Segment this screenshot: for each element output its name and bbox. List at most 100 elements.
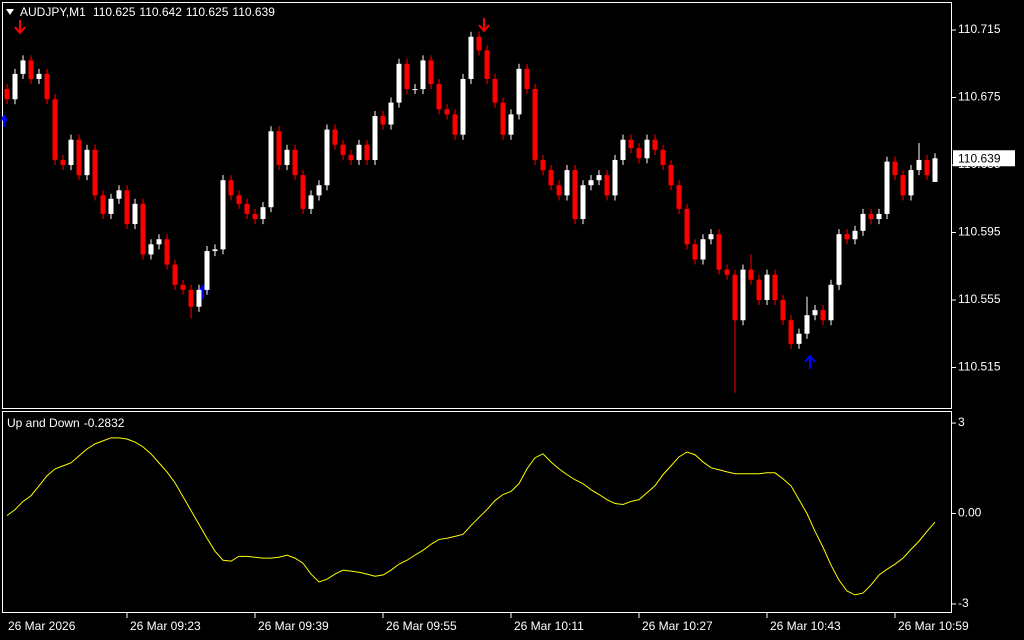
candle-body: [684, 208, 690, 245]
candle-body: [444, 109, 450, 115]
collapse-icon[interactable]: [6, 9, 14, 15]
x-tick-label: 26 Mar 09:23: [130, 619, 201, 633]
candle-body: [100, 195, 106, 214]
candle-body: [340, 144, 346, 155]
candle-body: [804, 315, 810, 334]
candle-body: [404, 63, 410, 90]
candle-body: [764, 274, 770, 300]
current-price-label: 110.639: [958, 151, 1001, 165]
y-tick-label: 110.715: [958, 22, 1001, 36]
price-pane: [2, 2, 952, 409]
candle-body: [836, 234, 842, 285]
signal-arrows: [0, 18, 816, 369]
y-tick-label: 0.00: [958, 506, 982, 520]
y-tick-label: 110.555: [958, 292, 1001, 306]
candle-body: [908, 170, 914, 196]
y-tick-label: 110.515: [958, 360, 1001, 374]
candle-body: [564, 170, 570, 196]
low: 110.625: [186, 5, 229, 19]
chart-title: AUDJPY,M1 110.625 110.642 110.625 110.639: [20, 5, 275, 19]
candle-body: [540, 159, 546, 171]
x-tick-label: 26 Mar 09:39: [258, 619, 329, 633]
candle-body: [740, 269, 746, 321]
candle-body: [204, 251, 210, 290]
candle-body: [140, 203, 146, 255]
candle-body: [604, 175, 610, 196]
candle-body: [900, 175, 906, 196]
close: 110.639: [232, 5, 275, 19]
indicator-name: Up and Down: [7, 416, 80, 430]
candle-body: [228, 180, 234, 196]
candle-body: [660, 149, 666, 166]
candle-body: [52, 99, 58, 160]
candle-body: [476, 36, 482, 51]
candle-body: [172, 264, 178, 285]
candle-body: [268, 131, 274, 208]
sell-arrow: [14, 20, 26, 35]
candle-body: [284, 149, 290, 166]
candle-body: [252, 213, 258, 220]
candle-body: [276, 131, 282, 166]
candle-body: [236, 195, 242, 204]
candle-body: [68, 139, 74, 166]
candle-body: [612, 159, 618, 196]
indicator-title: Up and Down -0.2832: [7, 416, 125, 430]
y-tick-label: -3: [958, 596, 969, 610]
y-tick-label: 110.675: [958, 90, 1001, 104]
candle-body: [828, 284, 834, 321]
candle-body: [124, 190, 130, 225]
candle-body: [500, 102, 506, 135]
candle-body: [164, 239, 170, 265]
candle-body: [636, 148, 642, 159]
candle-body: [524, 68, 530, 90]
candle-body: [644, 139, 650, 159]
candle-body: [220, 180, 226, 250]
candle-body: [380, 116, 386, 125]
candle-body: [772, 274, 778, 300]
symbol: AUDJPY,M1: [20, 5, 86, 19]
candle-body: [676, 185, 682, 209]
candle-body: [36, 73, 42, 79]
candle-body: [316, 185, 322, 196]
candle-body: [596, 175, 602, 181]
candle-body: [796, 333, 802, 344]
candle-body: [180, 284, 186, 290]
candle-body: [60, 159, 66, 166]
candle-body: [884, 161, 890, 214]
high: 110.642: [139, 5, 182, 19]
candle-body: [716, 234, 722, 270]
candle-body: [92, 149, 98, 196]
candle-body: [436, 84, 442, 110]
candle-body: [76, 139, 82, 176]
candle-body: [260, 207, 266, 220]
candle-body: [428, 60, 434, 85]
candle-body: [532, 89, 538, 160]
buy-arrow: [0, 114, 8, 127]
candle-body: [356, 144, 362, 160]
candle-body: [732, 274, 738, 321]
candle-body: [652, 139, 658, 150]
open: 110.625: [93, 5, 136, 19]
candle-body: [916, 159, 922, 171]
candle-body: [452, 114, 458, 135]
candle-body: [692, 244, 698, 260]
candle-body: [708, 234, 714, 240]
candle-body: [84, 149, 90, 176]
candle-body: [188, 289, 194, 307]
candle-body: [572, 170, 578, 220]
y-tick-label: 3: [958, 415, 965, 429]
candle-body: [556, 185, 562, 196]
candle-body: [820, 310, 826, 321]
x-tick-label: 26 Mar 10:27: [642, 619, 713, 633]
candle-body: [868, 213, 874, 220]
x-tick-label: 26 Mar 2026: [8, 619, 76, 633]
candle-body: [484, 50, 490, 79]
candle-body: [372, 116, 378, 160]
candle-body: [28, 60, 34, 79]
candle-body: [196, 289, 202, 307]
buy-arrow: [804, 354, 816, 369]
candle-body: [308, 195, 314, 209]
